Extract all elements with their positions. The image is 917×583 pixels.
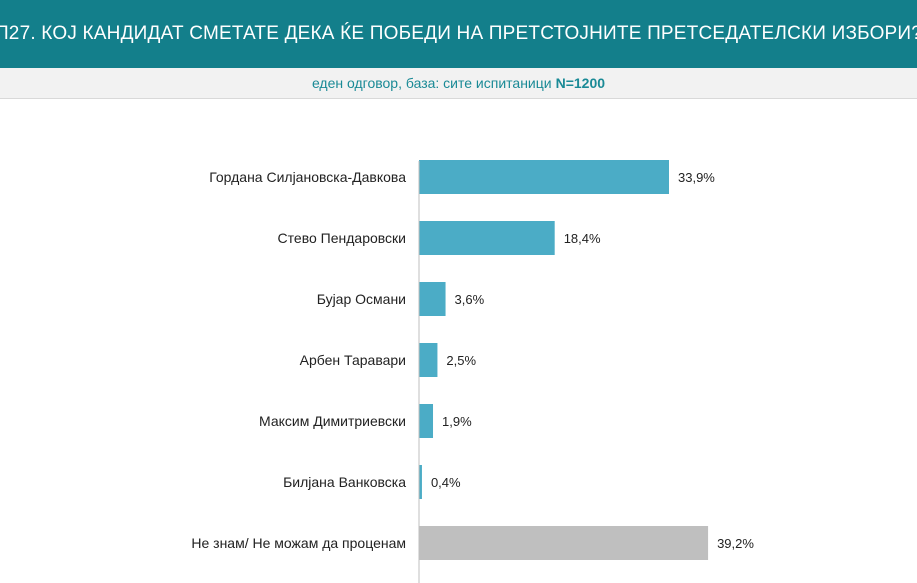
bar bbox=[419, 465, 422, 499]
bar bbox=[419, 160, 669, 194]
bar bbox=[419, 343, 438, 377]
data-label: 39,2% bbox=[717, 536, 754, 551]
subtitle-base: еден одговор, база: сите испитаници bbox=[311, 75, 552, 91]
data-label: 33,9% bbox=[678, 170, 715, 185]
category-label: Стево Пендаровски bbox=[278, 230, 406, 246]
category-label: Не знам/ Не можам да проценам bbox=[191, 535, 406, 551]
category-label: Гордана Силјановска-Давкова bbox=[209, 169, 406, 185]
data-label: 18,4% bbox=[564, 231, 601, 246]
bar bbox=[419, 221, 555, 255]
chart-title: П27. КОЈ КАНДИДАТ СМЕТАТЕ ДЕКА ЌЕ ПОБЕДИ… bbox=[0, 23, 917, 44]
data-label: 2,5% bbox=[446, 353, 476, 368]
data-label: 3,6% bbox=[455, 292, 485, 307]
bar bbox=[419, 526, 709, 560]
header-bar: П27. КОЈ КАНДИДАТ СМЕТАТЕ ДЕКА ЌЕ ПОБЕДИ… bbox=[0, 0, 917, 68]
bar-chart: Гордана Силјановска-Давкова 33,9% Стево Пе… bbox=[191, 160, 754, 583]
subtitle-sample-size: N=1200 bbox=[555, 75, 606, 91]
category-label: Бујар Османи bbox=[317, 291, 406, 307]
category-label: Билјана Ванковска bbox=[283, 474, 406, 490]
category-label: Максим Димитриевски bbox=[259, 413, 406, 429]
data-label: 0,4% bbox=[431, 475, 461, 490]
bar bbox=[419, 282, 446, 316]
bar bbox=[419, 404, 434, 438]
data-label: 1,9% bbox=[442, 414, 472, 429]
subtitle-bar: еден одговор, база: сите испитаници N=12… bbox=[0, 68, 917, 99]
category-label: Арбен Таравари bbox=[300, 352, 406, 368]
